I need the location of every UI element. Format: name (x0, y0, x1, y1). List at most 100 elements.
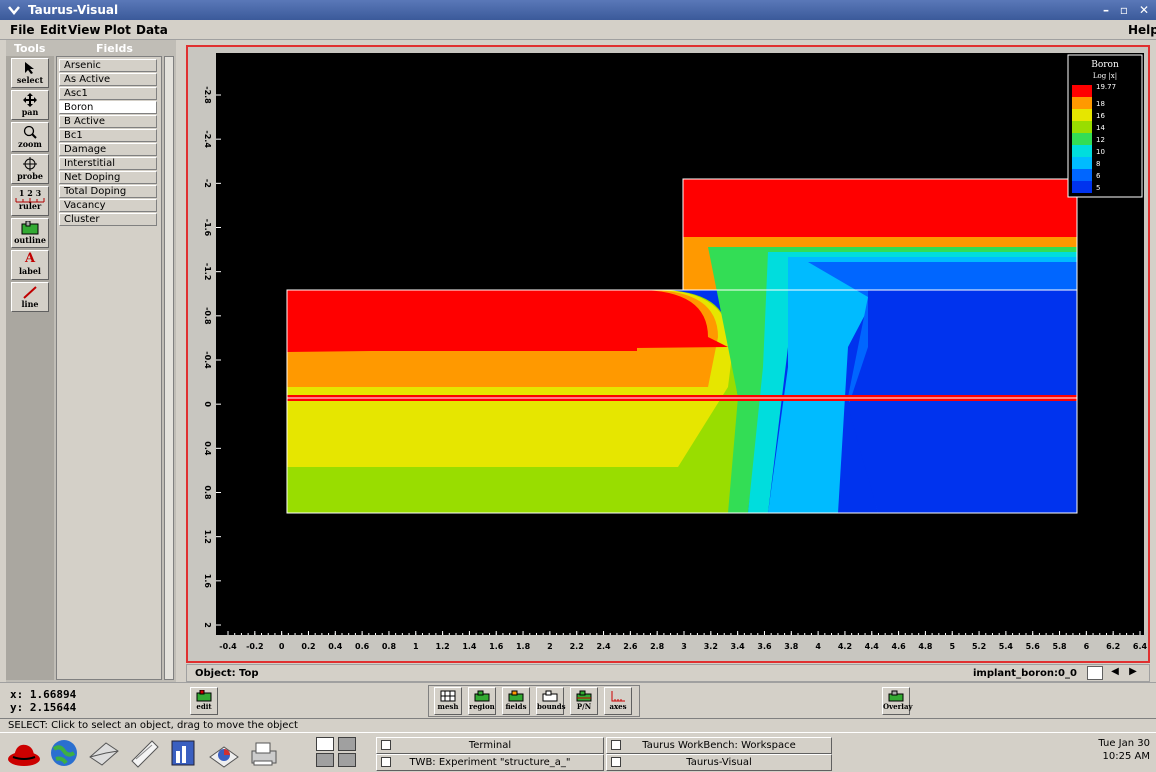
line-tool-button[interactable]: line (11, 282, 49, 312)
window-icon (611, 740, 621, 750)
x-tick-label: 4.2 (838, 642, 852, 651)
menu-data[interactable]: Data (136, 23, 168, 37)
x-tick-label: 3 (681, 642, 687, 651)
task-workbench[interactable]: Taurus WorkBench: Workspace (606, 737, 832, 754)
tools-header: Tools (14, 42, 46, 55)
region-label: region (469, 702, 495, 711)
overlay-button[interactable]: Overlay (882, 687, 913, 715)
task-experiment-label: TWB: Experiment "structure_a_" (409, 757, 571, 768)
field-item[interactable]: Total Doping (59, 185, 157, 198)
object-bar: Object: Top implant_boron:0_0 ◀ ▶ (186, 664, 1150, 682)
select-tool-label: select (16, 75, 44, 85)
web-browser-icon[interactable] (46, 737, 82, 769)
ruler-tool-button[interactable]: 1 2 3 ruler (11, 186, 49, 216)
fields-scrollbar[interactable] (164, 56, 174, 680)
label-tool-button[interactable]: A label (11, 250, 49, 280)
next-frame-button[interactable]: ▶ (1129, 666, 1137, 677)
window-menu-icon[interactable] (6, 2, 22, 18)
field-item[interactable]: Arsenic (59, 59, 157, 72)
x-tick-label: -0.4 (219, 642, 237, 651)
field-item[interactable]: Interstitial (59, 157, 157, 170)
fields-list: Arsenic As Active Asc1 Boron B Active Bc… (56, 56, 162, 680)
x-tick-label: 2 (547, 642, 553, 651)
x-tick-label: 2.4 (596, 642, 611, 651)
probe-tool-button[interactable]: probe (11, 154, 49, 184)
pan-tool-button[interactable]: pan (11, 90, 49, 120)
field-item[interactable]: Bc1 (59, 129, 157, 142)
crosshair-icon (23, 157, 37, 171)
field-item-selected[interactable]: Boron (59, 101, 157, 114)
axes-button[interactable]: axes (604, 687, 632, 715)
workspace-1[interactable] (316, 737, 334, 751)
axes-icon (611, 691, 625, 702)
field-item[interactable]: Cluster (59, 213, 157, 226)
boron-heatmap-plot[interactable]: -0.4 -0.2 0 0.2 0.4 0.6 0.8 1 1.2 1.4 1.6 1.8 2 2.2 2.… (188, 47, 1148, 661)
pan-tool-label: pan (21, 107, 39, 117)
maximize-button[interactable]: ▫ (1119, 3, 1129, 17)
workspace-3[interactable] (316, 753, 334, 767)
workspace-2[interactable] (338, 737, 356, 751)
mesh-icon (440, 690, 456, 702)
task-taurus-visual[interactable]: Taurus-Visual (606, 754, 832, 771)
task-experiment[interactable]: TWB: Experiment "structure_a_" (376, 754, 604, 771)
x-tick-label: 1.8 (516, 642, 531, 651)
legend-swatch (1072, 145, 1092, 157)
x-tick-label: 6.2 (1106, 642, 1120, 651)
x-tick-label: 3.6 (757, 642, 772, 651)
minimize-button[interactable]: – (1103, 3, 1109, 17)
redhat-menu-icon[interactable] (6, 737, 42, 769)
mesh-button[interactable]: mesh (434, 687, 462, 715)
field-item[interactable]: Net Doping (59, 171, 157, 184)
plot-area[interactable]: -0.4 -0.2 0 0.2 0.4 0.6 0.8 1 1.2 1.4 1.6 1.8 2 2.2 2.… (186, 45, 1150, 663)
y-tick-label: 2 (203, 622, 212, 628)
fields-icon (508, 690, 524, 702)
clock[interactable]: Tue Jan 30 10:25 AM (1090, 737, 1150, 763)
object-label: Object: Top (195, 668, 259, 679)
bottom-panel: x: 1.66894 y: 2.15644 edit mesh region f… (0, 682, 1156, 718)
x-tick-label: 3.4 (731, 642, 746, 651)
outline-tool-button[interactable]: outline (11, 218, 49, 248)
x-tick-label: 3.2 (704, 642, 718, 651)
spreadsheet-icon[interactable] (166, 737, 202, 769)
printer-icon[interactable] (246, 737, 282, 769)
legend-swatch (1072, 157, 1092, 169)
prev-frame-button[interactable]: ◀ (1111, 666, 1119, 677)
writer-icon[interactable] (126, 737, 162, 769)
fields-button[interactable]: fields (502, 687, 530, 715)
menu-view[interactable]: View (68, 23, 101, 37)
window-title: Taurus-Visual (28, 3, 119, 17)
select-tool-button[interactable]: select (11, 58, 49, 88)
edit-button[interactable]: edit (190, 687, 218, 715)
task-terminal[interactable]: Terminal (376, 737, 604, 754)
menu-file[interactable]: File (10, 23, 35, 37)
field-item[interactable]: As Active (59, 73, 157, 86)
ruler-digits: 1 2 3 (18, 188, 42, 198)
legend-entry-label: 10 (1096, 148, 1105, 156)
menu-help[interactable]: Help (1128, 23, 1156, 37)
edit-label: edit (196, 702, 212, 711)
bounds-button[interactable]: bounds (536, 687, 566, 715)
presentation-icon[interactable] (206, 737, 242, 769)
email-icon[interactable] (86, 737, 122, 769)
region-icon (474, 690, 490, 702)
field-item[interactable]: B Active (59, 115, 157, 128)
zoom-tool-button[interactable]: zoom (11, 122, 49, 152)
legend-entry-label: 14 (1096, 124, 1105, 132)
region-button[interactable]: region (468, 687, 496, 715)
menu-plot[interactable]: Plot (104, 23, 131, 37)
field-item[interactable]: Asc1 (59, 87, 157, 100)
legend-title: Boron (1091, 60, 1119, 70)
mesh-label: mesh (437, 702, 459, 711)
y-tick-label: -1.6 (203, 219, 212, 237)
close-button[interactable]: ✕ (1138, 3, 1150, 17)
menu-edit[interactable]: Edit (40, 23, 67, 37)
workspace-4[interactable] (338, 753, 356, 767)
field-item[interactable]: Damage (59, 143, 157, 156)
status-line: SELECT: Click to select an object, drag … (0, 718, 1156, 732)
frame-toggle-button[interactable] (1087, 666, 1103, 680)
field-item[interactable]: Vacancy (59, 199, 157, 212)
left-panel: Tools Fields select pan zoom probe 1 2 3… (6, 40, 176, 682)
line-tool-label: line (21, 299, 39, 309)
pn-button[interactable]: P/N (570, 687, 598, 715)
y-tick-label: -0.8 (203, 307, 212, 325)
